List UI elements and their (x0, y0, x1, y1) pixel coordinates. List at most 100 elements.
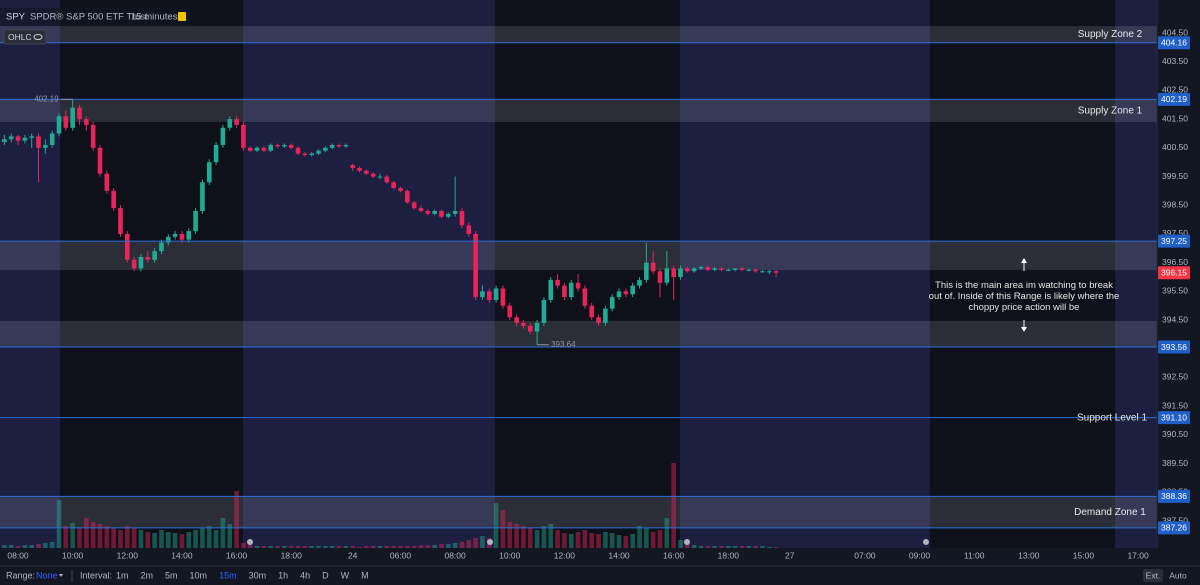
candle-body (507, 305, 513, 318)
x-tick-label: 27 (785, 550, 795, 560)
candle-body (43, 144, 48, 148)
interval-button[interactable]: 10m (190, 570, 208, 580)
zone-label: Supply Zone 1 (1078, 105, 1143, 116)
volume-bar (384, 546, 390, 548)
candle-body (254, 147, 260, 151)
volume-bar (603, 532, 608, 548)
interval-button[interactable]: D (322, 570, 329, 580)
candle-body (644, 262, 649, 280)
candle-body (411, 202, 417, 209)
volume-bar (452, 543, 458, 548)
axes: 404.50 403.50 402.50 401.50 400.50 399.50 398.… (7, 27, 1190, 560)
session-shade (243, 0, 495, 548)
volume-bar (70, 523, 75, 548)
candle-body (302, 153, 308, 156)
y-tick-label: 397.50 (1162, 228, 1188, 238)
session-icon (247, 539, 253, 545)
candle-body (541, 299, 547, 323)
interval-button[interactable]: 30m (249, 570, 267, 580)
candle-body (282, 144, 287, 147)
interval-button[interactable]: 2m (141, 570, 154, 580)
interval-button[interactable]: W (341, 570, 350, 580)
y-tick-label: 400.50 (1162, 142, 1188, 152)
volume-bar (357, 547, 362, 548)
volume-bar (179, 534, 185, 548)
volume-bar (43, 543, 48, 548)
y-tick-label: 390.50 (1162, 429, 1188, 439)
interval-label: Interval: (80, 570, 112, 580)
volume-bar (29, 545, 34, 548)
candle-body (384, 176, 390, 183)
x-tick-label: 18:00 (718, 550, 740, 560)
x-tick-label: 17:00 (1127, 550, 1149, 560)
interval[interactable]: 15 minutes (131, 12, 178, 23)
x-tick-label: 10:00 (499, 550, 521, 560)
volume-bar (678, 540, 683, 548)
candle-body (562, 285, 567, 298)
candle-body (691, 268, 697, 272)
candle-body (391, 182, 396, 189)
price-tag (1158, 92, 1190, 106)
candle-body (732, 268, 738, 270)
volume-bar (568, 534, 574, 548)
price-tag (1158, 36, 1190, 50)
volume-bar (104, 526, 110, 548)
volume-bar (97, 524, 103, 548)
zone (0, 496, 1157, 528)
candle-body (15, 136, 21, 141)
interval-button[interactable]: M (361, 570, 369, 580)
interval-button[interactable]: 4h (300, 570, 310, 580)
candle-body (698, 266, 704, 269)
candle-body (521, 322, 526, 326)
volume-bar (138, 530, 144, 548)
candle-body (63, 116, 69, 128)
candle-body (70, 107, 75, 128)
ohlc-toggle[interactable] (3, 29, 47, 45)
session-shade (495, 0, 680, 548)
volume-bar (49, 542, 55, 548)
price-tag (1158, 521, 1190, 535)
candle-body (343, 144, 349, 147)
auto-label[interactable]: Auto (1169, 570, 1187, 580)
volume-bar (698, 546, 704, 548)
volume-bar (521, 526, 526, 548)
volume-bar (329, 546, 335, 548)
interval-button[interactable]: 5m (165, 570, 178, 580)
volume-bar (425, 545, 431, 548)
volume-bar (514, 524, 519, 548)
candle-body (568, 282, 574, 298)
range-value[interactable]: None (36, 570, 58, 580)
volume-bar (8, 545, 14, 548)
volume-bar (220, 518, 226, 548)
candle-body (685, 268, 690, 272)
interval-button[interactable]: 1h (278, 570, 288, 580)
volume-bar (459, 542, 465, 548)
volume-bar (125, 526, 130, 548)
candle-body (739, 268, 745, 270)
interval-button[interactable]: 15m (219, 570, 237, 580)
symbol[interactable]: SPY (6, 12, 26, 23)
annotation: This is the main area im watching to bre… (928, 280, 1120, 313)
volume-bar (398, 546, 403, 548)
candle-body (295, 147, 301, 154)
zone (0, 241, 1157, 271)
session-icon (684, 539, 690, 545)
volume-bar (234, 491, 239, 548)
candle-body (56, 116, 62, 134)
volume-bar (685, 544, 690, 548)
candle-body (405, 190, 410, 203)
volume-bar (493, 503, 499, 548)
volume-bar (282, 546, 287, 548)
interval-button[interactable]: 1m (116, 570, 129, 580)
candle-body (746, 269, 752, 271)
y-tick-label: 387.50 (1162, 515, 1188, 525)
ext-button[interactable] (1143, 569, 1163, 582)
volume-bar (172, 533, 178, 548)
volume-bar (411, 546, 417, 548)
candle-body (138, 256, 144, 269)
candle-body (220, 127, 226, 145)
candle-body (432, 210, 437, 214)
candle-body (364, 170, 369, 174)
